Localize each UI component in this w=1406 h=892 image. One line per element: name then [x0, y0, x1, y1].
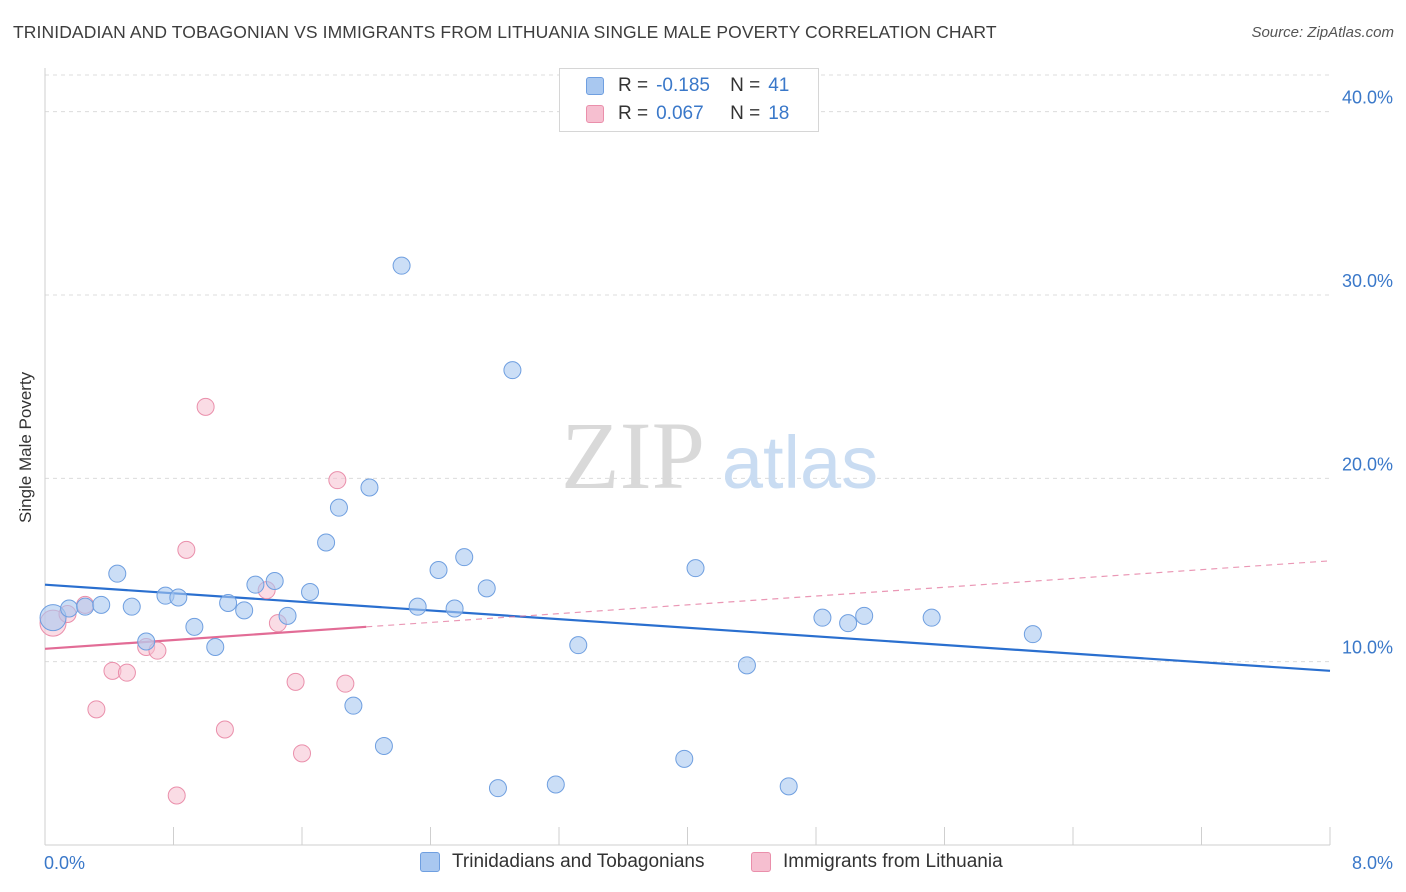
point-trinidadians [219, 594, 238, 612]
point-trinidadians [301, 583, 320, 601]
legend-row-series1: R = -0.185 N = 41 [586, 73, 789, 99]
point-trinidadians [92, 595, 111, 614]
legend-r-value: -0.185 [656, 75, 710, 96]
point-trinidadians [569, 636, 588, 655]
y-tick-label: 20.0% [1342, 454, 1393, 474]
trend-line-lithuania-extension [366, 560, 1331, 628]
source-label: Source: ZipAtlas.com [1251, 24, 1394, 41]
point-trinidadians [455, 548, 474, 567]
point-trinidadians [246, 575, 265, 594]
point-lithuania [293, 744, 311, 763]
point-trinidadians [108, 564, 127, 583]
point-lithuania [328, 471, 347, 490]
legend-swatch-blue [586, 77, 604, 95]
legend-item-label: Immigrants from Lithuania [783, 851, 1003, 872]
point-lithuania [336, 674, 355, 693]
point-trinidadians [922, 608, 941, 627]
point-trinidadians [429, 561, 448, 579]
point-trinidadians [265, 572, 284, 590]
point-trinidadians [686, 559, 705, 578]
point-trinidadians [185, 617, 204, 636]
y-tick-label: 30.0% [1342, 271, 1393, 291]
watermark-zip: ZIP [561, 402, 705, 509]
legend-swatch-pink [586, 105, 604, 123]
point-trinidadians [408, 597, 427, 616]
legend-r-value: 0.067 [656, 103, 704, 124]
point-trinidadians [360, 478, 379, 497]
point-trinidadians [839, 614, 858, 633]
point-trinidadians [169, 588, 188, 607]
point-lithuania [177, 540, 196, 559]
point-trinidadians [344, 696, 363, 715]
legend-n-label: N = [730, 103, 761, 124]
point-trinidadians [1023, 625, 1042, 644]
y-tick-label: 40.0% [1342, 88, 1393, 108]
watermark-atlas: atlas [722, 421, 878, 504]
axes [44, 68, 1331, 846]
point-trinidadians [546, 775, 565, 794]
point-trinidadians [445, 599, 464, 618]
x-tick-label: 0.0% [44, 853, 85, 873]
point-trinidadians [122, 597, 141, 616]
point-lithuania [196, 397, 215, 416]
point-trinidadians [39, 604, 67, 632]
legend-n-value: 41 [768, 75, 790, 96]
point-trinidadians [477, 579, 496, 598]
point-trinidadians [488, 779, 507, 798]
watermark: ZIP atlas [561, 402, 878, 509]
point-lithuania [167, 786, 186, 805]
point-trinidadians [206, 638, 225, 656]
point-trinidadians [855, 606, 874, 625]
trend-line-trinidadians [44, 583, 1331, 672]
point-trinidadians [392, 256, 411, 275]
trend-line-lithuania [44, 625, 367, 650]
point-trinidadians [235, 601, 254, 620]
legend-swatch-blue [420, 852, 440, 872]
point-trinidadians [675, 749, 694, 768]
y-tick-label: 10.0% [1342, 638, 1393, 658]
point-trinidadians [737, 656, 756, 675]
point-trinidadians [317, 533, 336, 552]
point-trinidadians [76, 597, 95, 616]
legend-r-label: R = [618, 103, 649, 124]
data-points [39, 256, 1042, 805]
y-axis-label: Single Male Poverty [16, 371, 35, 523]
point-trinidadians [374, 737, 393, 755]
legend-r-label: R = [618, 75, 649, 96]
point-trinidadians [779, 777, 798, 796]
trend-lines [44, 560, 1331, 672]
point-lithuania [215, 720, 234, 739]
stats-legend: R = -0.185 N = 41 R = 0.067 N = 18 [559, 68, 819, 132]
chart-title: TRINIDADIAN AND TOBAGONIAN VS IMMIGRANTS… [13, 22, 997, 42]
legend-item-label: Trinidadians and Tobagonians [452, 851, 705, 872]
point-trinidadians [60, 599, 79, 618]
point-trinidadians [329, 498, 348, 517]
legend-swatch-pink [751, 852, 771, 872]
series-legend: Trinidadians and Tobagonians Immigrants … [0, 851, 1406, 879]
legend-n-label: N = [730, 75, 761, 96]
tick-labels: 10.0% 20.0% 30.0% 40.0% 0.0% 8.0% [44, 88, 1393, 873]
point-trinidadians [503, 361, 522, 380]
legend-item-trinidadians: Trinidadians and Tobagonians [420, 851, 704, 873]
legend-item-lithuania: Immigrants from Lithuania [751, 851, 1003, 873]
point-trinidadians [278, 606, 297, 625]
point-trinidadians [137, 632, 156, 651]
legend-n-value: 18 [768, 103, 790, 124]
point-trinidadians [813, 608, 832, 627]
legend-row-series2: R = 0.067 N = 18 [586, 101, 789, 127]
point-lithuania [87, 700, 106, 719]
x-tick-label: 8.0% [1352, 853, 1393, 873]
point-lithuania [286, 672, 305, 691]
point-lithuania [117, 663, 136, 682]
